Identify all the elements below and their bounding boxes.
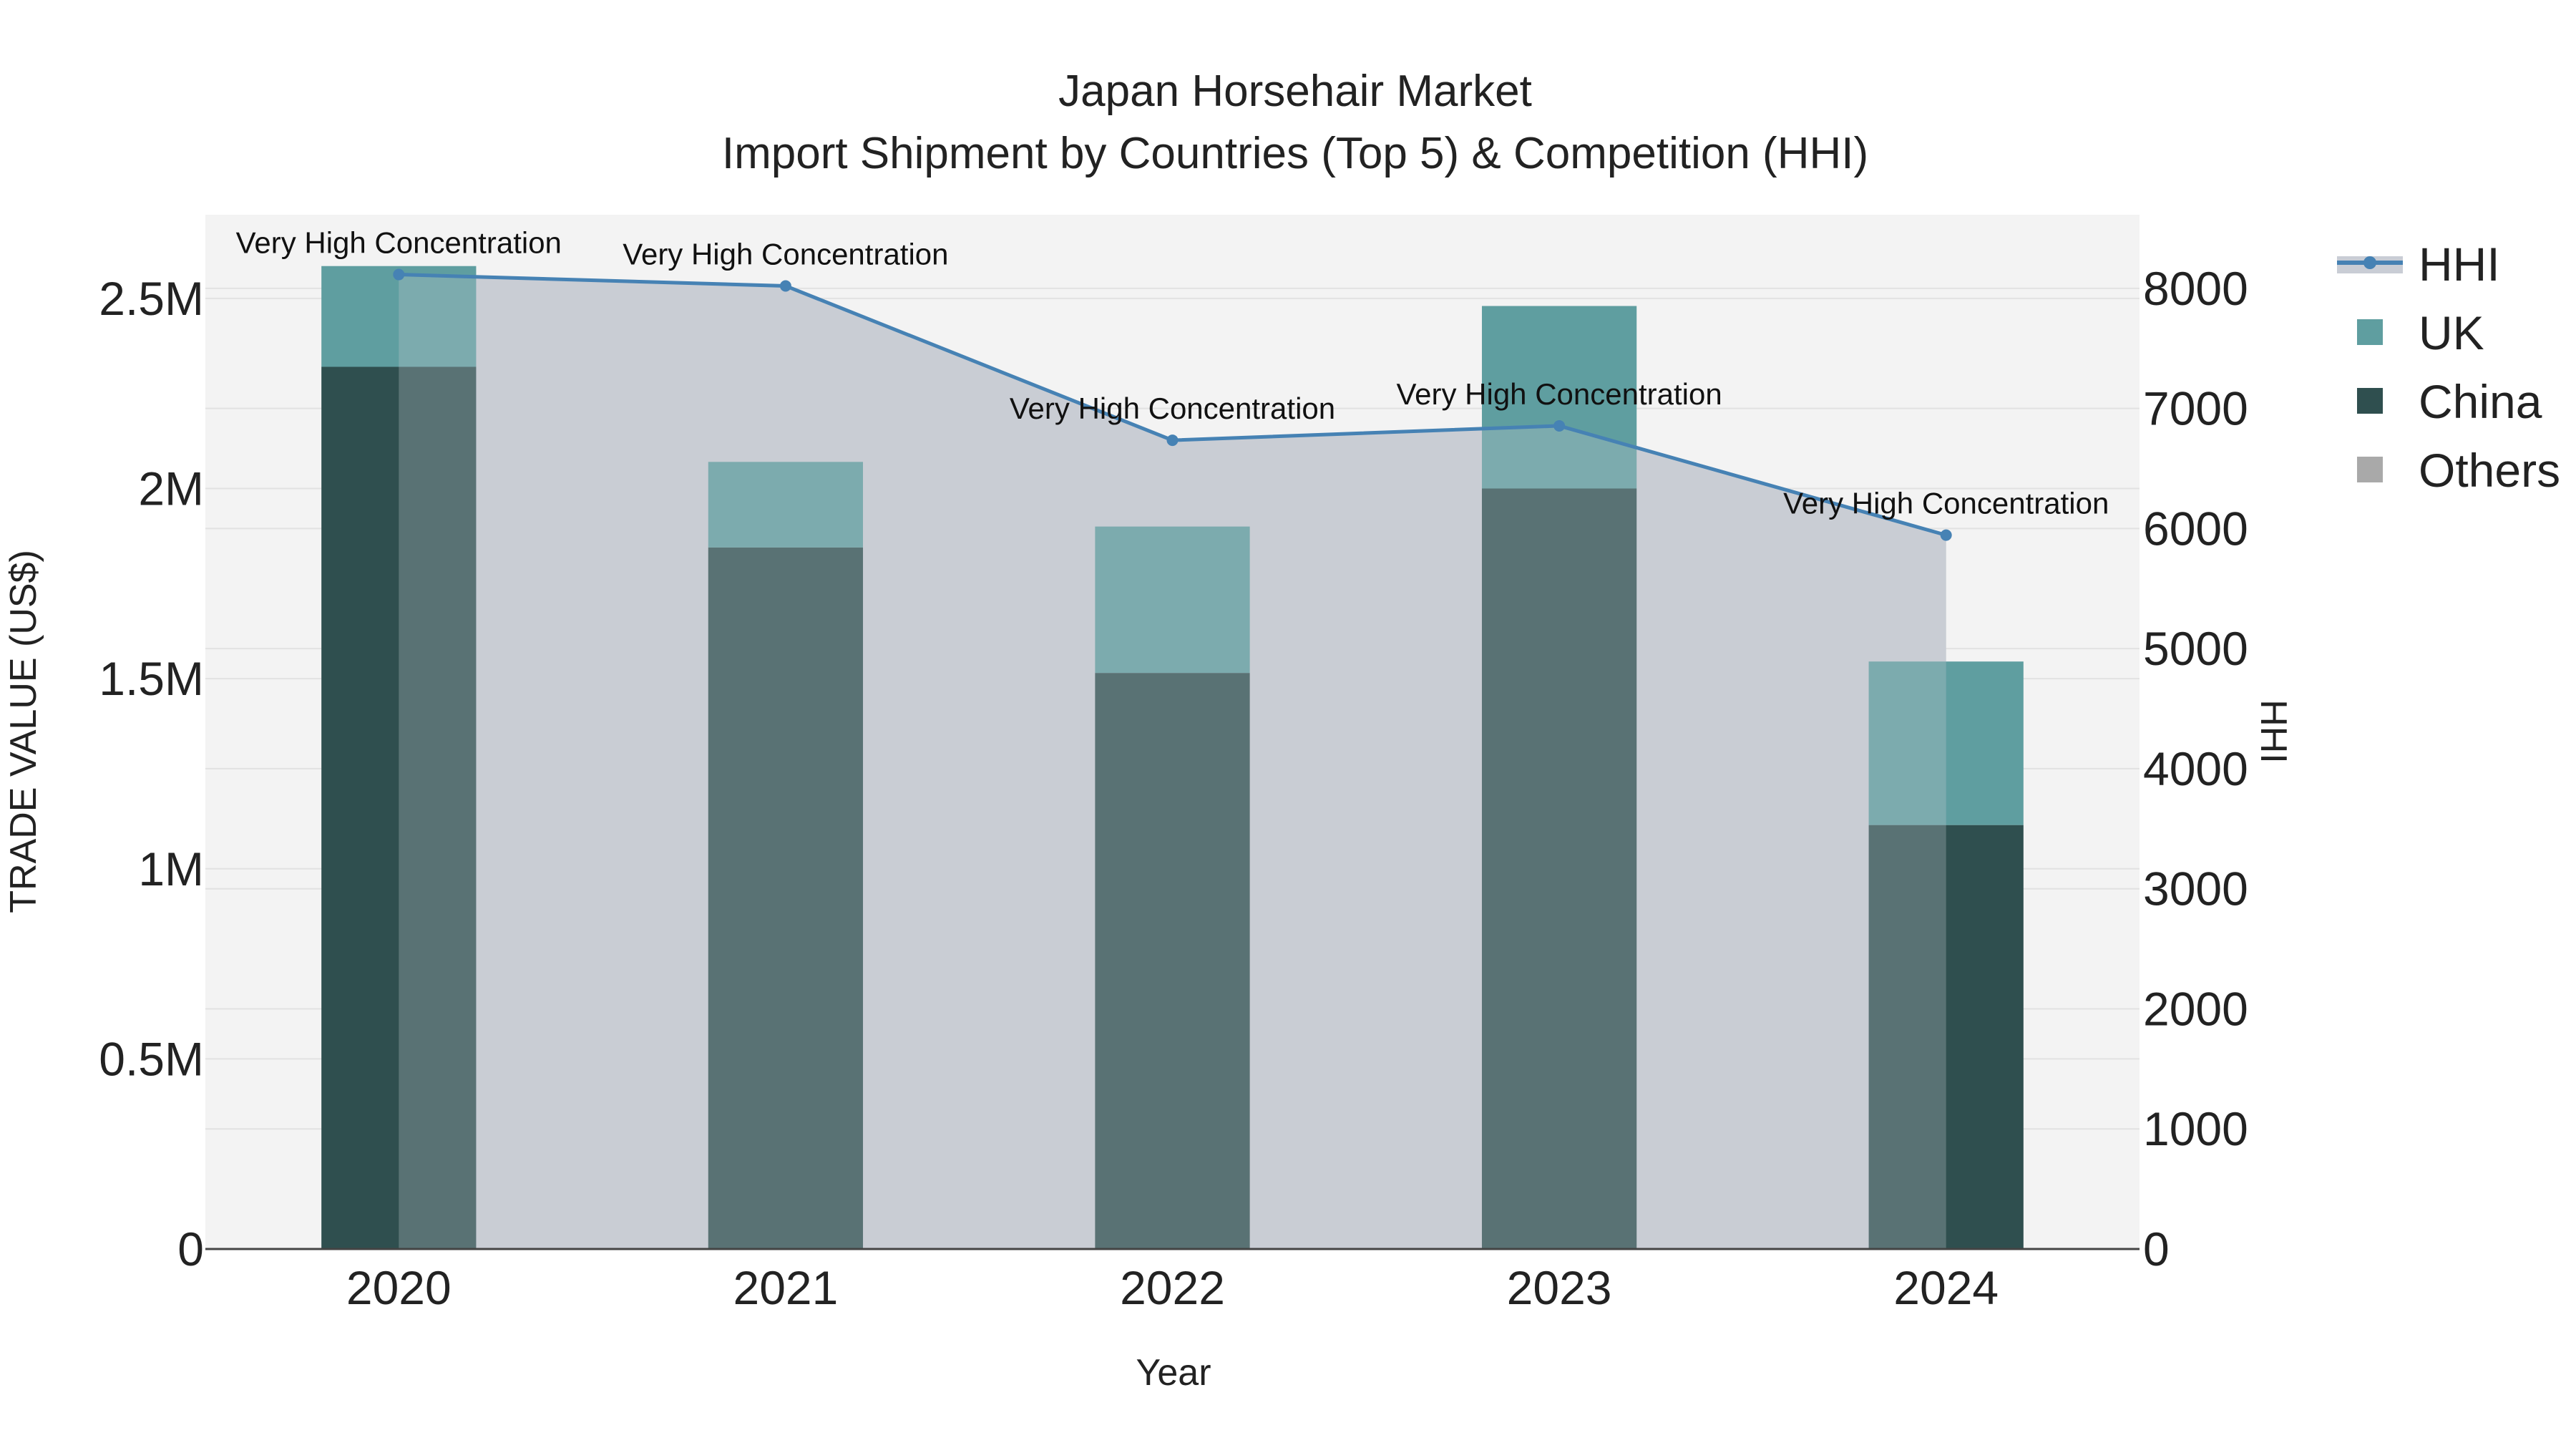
y2-tick-label: 4000	[2143, 742, 2248, 795]
y-tick-label: 0.5M	[99, 1032, 204, 1085]
legend-label-uk: UK	[2419, 306, 2484, 359]
bars	[321, 266, 2024, 1249]
bar-china-2023	[1481, 488, 1637, 1249]
legend-item-hhi: HHI	[2337, 238, 2500, 291]
legend-label-china: China	[2419, 375, 2542, 428]
y2-tick-label: 5000	[2143, 622, 2248, 675]
x-tick-label: 2020	[346, 1261, 452, 1314]
hhi-marker-2024	[1940, 529, 1952, 541]
bar-uk-2024	[1868, 661, 2024, 825]
y2-tick-label: 3000	[2143, 862, 2248, 915]
x-tick-label: 2023	[1507, 1261, 1612, 1314]
y2-axis-title: HHI	[2253, 699, 2294, 764]
legend: HHI UK China Others	[2337, 238, 2560, 497]
x-tick-label: 2022	[1120, 1261, 1225, 1314]
x-tick-label: 2021	[733, 1261, 838, 1314]
y-tick-label: 1M	[138, 842, 204, 895]
chart-title: Japan Horsehair Market	[1058, 67, 1532, 116]
annotation-2024: Very High Concentration	[1783, 487, 2109, 520]
y-tick-label: 0	[177, 1223, 204, 1275]
annotation-2021: Very High Concentration	[623, 237, 948, 271]
legend-item-china: China	[2357, 375, 2542, 428]
legend-swatch-others	[2357, 457, 2383, 482]
bar-china-2024	[1868, 825, 2024, 1249]
legend-item-uk: UK	[2357, 306, 2484, 359]
y-tick-label: 2M	[138, 462, 204, 515]
y2-tick-label: 6000	[2143, 502, 2248, 555]
legend-label-others: Others	[2419, 444, 2560, 497]
hhi-marker-2021	[779, 280, 791, 292]
bar-china-2020	[321, 366, 477, 1249]
bar-china-2021	[708, 547, 864, 1249]
bar-uk-2021	[708, 462, 864, 548]
hhi-marker-2023	[1553, 419, 1566, 432]
legend-swatch-uk	[2357, 319, 2383, 345]
legend-label-hhi: HHI	[2419, 238, 2500, 291]
y2-tick-label: 2000	[2143, 982, 2248, 1035]
annotation-2023: Very High Concentration	[1396, 377, 1722, 411]
y-axis-ticks: 0 0.5M 1M 1.5M 2M 2.5M	[99, 272, 204, 1275]
y2-tick-label: 8000	[2143, 262, 2248, 315]
y-tick-label: 2.5M	[99, 272, 204, 325]
legend-swatch-china	[2357, 388, 2383, 414]
x-axis-title: Year	[1136, 1352, 1211, 1394]
y2-tick-label: 1000	[2143, 1102, 2248, 1155]
bar-uk-2022	[1095, 526, 1250, 674]
bar-uk-2020	[321, 266, 477, 367]
x-tick-label: 2024	[1893, 1261, 1999, 1314]
y2-tick-label: 0	[2143, 1223, 2170, 1275]
hhi-markers	[393, 268, 1952, 541]
y2-axis-ticks: 0 1000 2000 3000 4000 5000 6000 7000 8000	[2143, 262, 2248, 1275]
y-tick-label: 1.5M	[99, 652, 204, 705]
legend-item-others: Others	[2357, 444, 2560, 497]
y2-tick-label: 7000	[2143, 382, 2248, 435]
annotation-2022: Very High Concentration	[1010, 392, 1335, 425]
x-axis-ticks: 2020 2021 2022 2023 2024	[346, 1261, 1999, 1314]
legend-swatch-hhi-marker	[2363, 256, 2376, 269]
hhi-area-overlay	[399, 274, 1946, 1249]
chart-subtitle: Import Shipment by Countries (Top 5) & C…	[722, 129, 1868, 178]
annotation-2020: Very High Concentration	[236, 226, 562, 260]
annotations: Very High Concentration Very High Concent…	[236, 226, 2109, 520]
hhi-marker-2020	[393, 268, 405, 281]
hhi-marker-2022	[1166, 434, 1179, 447]
bar-china-2022	[1095, 673, 1250, 1249]
bar-uk-2023	[1481, 306, 1637, 489]
y-axis-title: TRADE VALUE (US$)	[3, 550, 44, 913]
